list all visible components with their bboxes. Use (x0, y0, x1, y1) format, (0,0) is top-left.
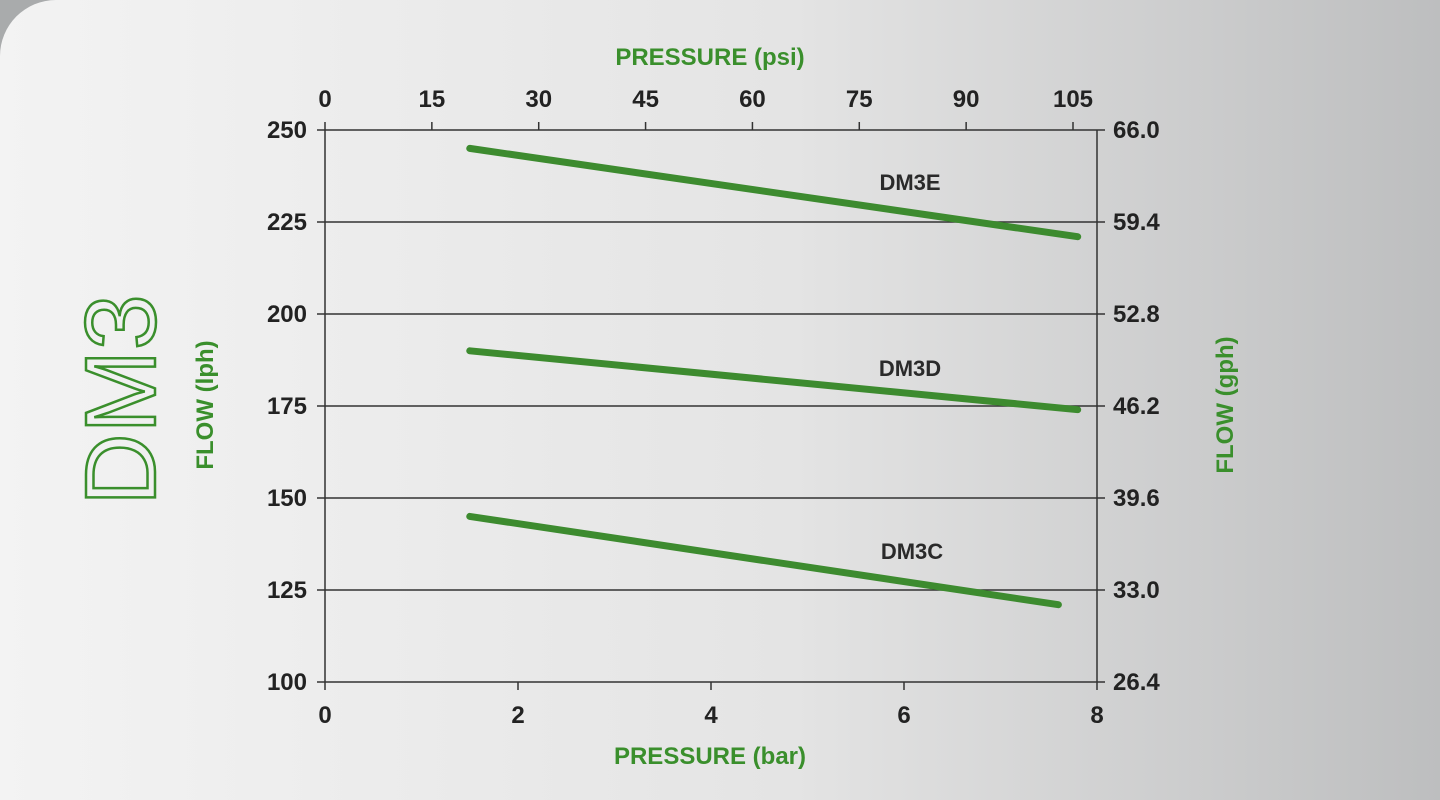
x-bottom-tick-label: 2 (511, 702, 524, 729)
y-left-tick-label: 100 (267, 669, 307, 696)
y-right-tick-label: 59.4 (1113, 209, 1160, 236)
series-line-dm3e (466, 144, 1082, 241)
x-top-tick-label: 0 (318, 86, 331, 113)
y-left-tick-label: 175 (267, 393, 307, 420)
x-top-tick-label: 60 (739, 86, 766, 113)
x-top-tick-label: 30 (525, 86, 552, 113)
x-bottom-tick-label: 0 (318, 702, 331, 729)
data-series: DM3E DM3D DM3C (466, 144, 1082, 609)
y-right-tick-label: 39.6 (1113, 485, 1160, 512)
y-right-axis-title: FLOW (gph) (1212, 336, 1239, 473)
x-top-tick-label: 75 (846, 86, 873, 113)
x-bottom-tick-label: 8 (1090, 702, 1103, 729)
x-bottom-tick-label: 4 (704, 702, 718, 729)
y-right-tick-label: 33.0 (1113, 577, 1160, 604)
y-right-tick-label: 46.2 (1113, 393, 1160, 420)
chart-title: DM3 (65, 294, 177, 505)
series-line-dm3c (466, 512, 1062, 609)
axes (317, 122, 1105, 690)
y-left-tick-label: 200 (267, 301, 307, 328)
y-left-tick-label: 125 (267, 577, 307, 604)
y-left-tick-label: 250 (267, 117, 307, 144)
y-left-tick-label: 225 (267, 209, 307, 236)
series-label-dm3e: DM3E (879, 170, 940, 195)
x-bottom-axis-title: PRESSURE (bar) (614, 743, 806, 770)
tick-labels: 10012515017520022525026.433.039.646.252.… (267, 86, 1160, 729)
y-right-tick-label: 26.4 (1113, 669, 1160, 696)
y-left-axis-title: FLOW (lph) (192, 340, 219, 469)
x-top-tick-label: 90 (953, 86, 980, 113)
series-label-dm3d: DM3D (879, 356, 941, 381)
x-top-tick-label: 15 (419, 86, 446, 113)
y-right-tick-label: 52.8 (1113, 301, 1160, 328)
x-top-axis-title: PRESSURE (psi) (615, 44, 804, 71)
y-right-tick-label: 66.0 (1113, 117, 1160, 144)
x-bottom-tick-label: 6 (897, 702, 910, 729)
series-line-dm3d (466, 347, 1082, 414)
series-label-dm3c: DM3C (881, 539, 943, 564)
x-top-tick-label: 105 (1053, 86, 1093, 113)
y-left-tick-label: 150 (267, 485, 307, 512)
x-top-tick-label: 45 (632, 86, 659, 113)
